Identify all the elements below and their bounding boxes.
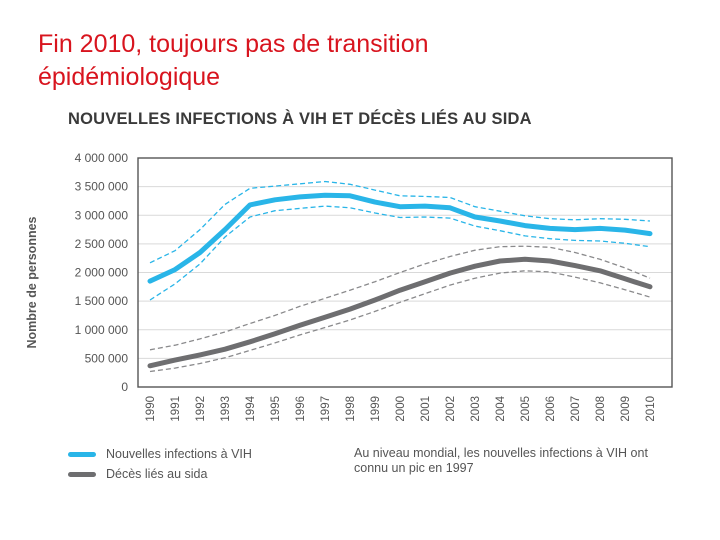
y-tick-label: 500 000 — [85, 351, 129, 365]
x-tick-label: 1997 — [320, 396, 332, 422]
y-tick-label: 3 000 000 — [75, 208, 129, 222]
series-deces-lower-bound — [149, 270, 651, 373]
x-tick-label: 1995 — [270, 396, 282, 422]
series-vih-line — [147, 192, 653, 284]
x-tick-label: 2002 — [445, 396, 457, 422]
y-tick-label: 1 000 000 — [75, 323, 129, 337]
series-deces-upper-bound — [149, 245, 651, 351]
x-tick-label: 2006 — [545, 396, 557, 422]
x-tick-label: 1998 — [345, 396, 357, 422]
legend-item-vih: Nouvelles infections à VIH — [68, 446, 252, 462]
x-tick-label: 2004 — [495, 395, 507, 421]
x-tick-label: 2008 — [595, 396, 607, 422]
y-tick-label: 2 500 000 — [75, 237, 129, 251]
x-tick-label: 1993 — [220, 396, 232, 422]
x-tick-label: 1994 — [245, 395, 257, 421]
legend-label-deces: Décès liés au sida — [106, 467, 208, 481]
legend-swatch-deces — [68, 471, 96, 477]
legend-label-vih: Nouvelles infections à VIH — [106, 447, 252, 461]
x-tick-label: 2005 — [520, 396, 532, 422]
x-tick-label: 1992 — [195, 396, 207, 422]
x-tick-label: 1991 — [170, 396, 182, 422]
x-tick-label: 2001 — [420, 396, 432, 422]
legend-item-deces: Décès liés au sida — [68, 466, 207, 482]
y-tick-label: 3 500 000 — [75, 180, 129, 194]
y-tick-label: 4 000 000 — [75, 151, 129, 165]
slide-title: Fin 2010, toujours pas de transition épi… — [38, 28, 638, 94]
x-tick-label: 2003 — [470, 396, 482, 422]
y-tick-label: 0 — [121, 380, 128, 394]
series-vih-lower-bound — [149, 205, 651, 301]
x-tick-label: 2010 — [645, 396, 657, 422]
slide-title-line1: Fin 2010, toujours pas de transition — [38, 30, 429, 58]
series-deces-line — [147, 256, 653, 369]
x-tick-label: 2007 — [570, 396, 582, 422]
x-tick-label: 1999 — [370, 396, 382, 422]
chart-title: NOUVELLES INFECTIONS À VIH ET DÉCÈS LIÉS… — [68, 110, 532, 128]
series-vih-upper-bound — [149, 180, 651, 264]
x-tick-label: 1990 — [145, 396, 157, 422]
y-tick-label: 1 500 000 — [75, 294, 129, 308]
chart-annotation: Au niveau mondial, les nouvelles infecti… — [354, 446, 648, 475]
x-tick-label: 2000 — [395, 396, 407, 422]
slide-title-line2: épidémiologique — [38, 63, 221, 91]
legend-swatch-vih — [68, 451, 96, 457]
y-axis-label: Nombre de personnes — [25, 216, 39, 348]
x-tick-label: 2009 — [620, 396, 632, 422]
y-tick-label: 2 000 000 — [75, 266, 129, 280]
x-tick-label: 1996 — [295, 396, 307, 422]
plot-area-frame — [137, 157, 673, 388]
chart-legend: Nouvelles infections à VIH Décès liés au… — [68, 444, 688, 484]
